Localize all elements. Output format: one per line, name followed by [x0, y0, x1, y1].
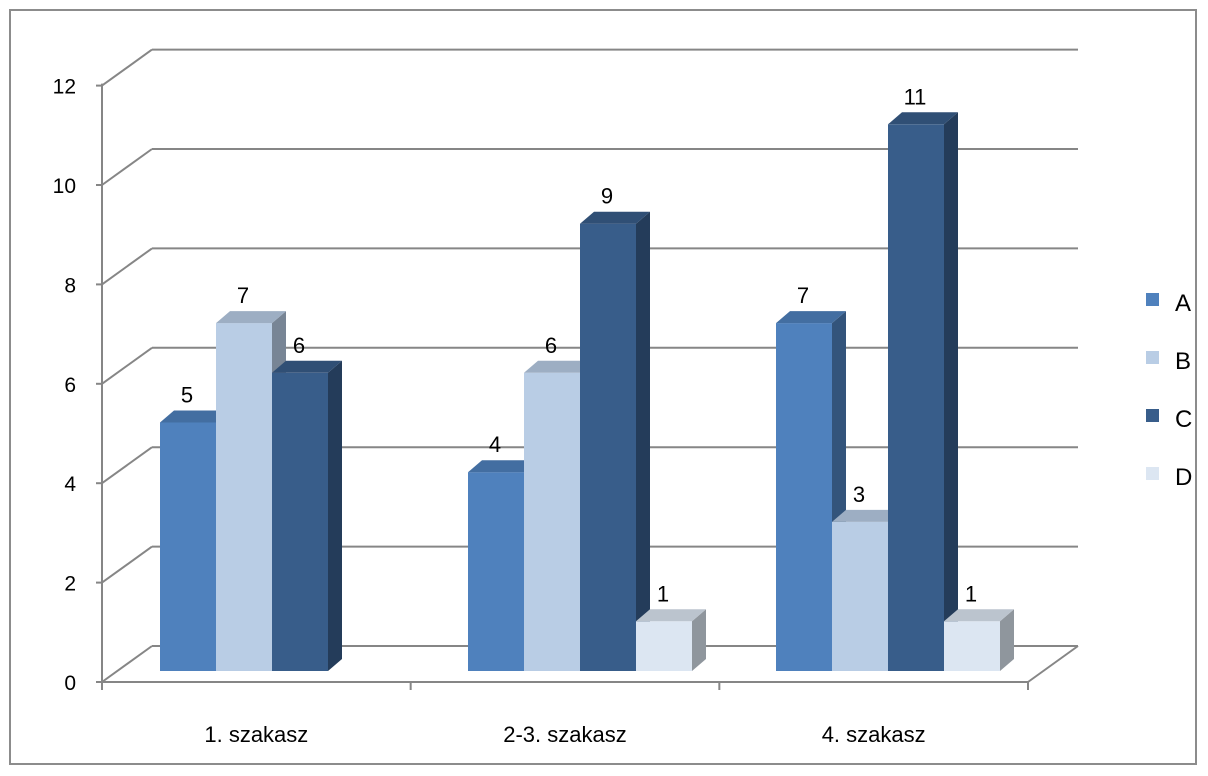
bar-front	[944, 621, 1000, 671]
legend-label: C	[1175, 406, 1192, 433]
data-label: 11	[904, 84, 927, 109]
data-label: 1	[657, 581, 669, 606]
bar-front	[832, 521, 888, 671]
x-tick-label: 4. szakasz	[822, 722, 926, 747]
bar-side	[328, 360, 342, 671]
legend-swatch	[1146, 351, 1159, 364]
bar-top	[636, 609, 706, 622]
bar	[888, 112, 958, 672]
y-tick-label: 8	[64, 274, 76, 297]
y-tick-label: 4	[64, 473, 76, 496]
grid-diagonal	[101, 247, 153, 286]
bar	[580, 211, 650, 671]
legend-swatch	[1146, 467, 1159, 480]
bar-front	[776, 323, 832, 671]
data-label: 9	[601, 184, 613, 209]
bar-top	[468, 460, 538, 473]
legend-swatch	[1146, 293, 1159, 306]
bar-front	[216, 323, 272, 671]
data-label: 6	[293, 333, 305, 358]
legend-label: A	[1175, 290, 1191, 317]
bar	[636, 609, 706, 671]
y-tick-label: 10	[53, 175, 76, 198]
y-tick-label: 2	[64, 573, 76, 596]
data-label: 7	[237, 283, 249, 308]
bar-side	[944, 112, 958, 672]
legend: A B C D	[1146, 290, 1192, 491]
bar-top	[832, 509, 902, 522]
x-tick-label: 2-3. szakasz	[503, 722, 627, 747]
grid-diagonal	[101, 148, 153, 186]
y-tick-label: 6	[64, 374, 76, 397]
floor-right-edge	[1027, 645, 1079, 683]
bar-side	[692, 609, 706, 671]
bar-front	[160, 422, 216, 671]
bars	[160, 112, 1014, 672]
grid-diagonal	[101, 446, 153, 485]
x-tick-label: 1. szakasz	[204, 722, 308, 747]
y-tick-label: 12	[53, 76, 76, 99]
bar-front	[468, 472, 524, 671]
bar	[944, 609, 1014, 671]
bar-top	[272, 360, 342, 373]
grid-diagonal	[101, 346, 153, 385]
legend-label: B	[1175, 348, 1191, 375]
bar-top	[944, 609, 1014, 622]
bar-front	[888, 124, 944, 672]
data-label: 5	[181, 383, 193, 408]
bar-side	[1000, 609, 1014, 671]
data-label: 6	[545, 333, 557, 358]
data-label: 1	[965, 581, 977, 606]
data-label: 3	[853, 482, 865, 507]
bar-front	[580, 223, 636, 671]
bar-side	[636, 211, 650, 671]
data-label: 4	[489, 432, 501, 457]
grid-diagonal	[101, 48, 153, 87]
data-label: 7	[797, 283, 809, 308]
axes: 0 2 4 6 8 10 12 1. szakasz 2-3. szakasz 4. szakas…	[53, 76, 1079, 747]
y-tick-label: 0	[64, 672, 76, 695]
bar-front	[524, 372, 580, 671]
bar-front	[272, 372, 328, 671]
bar-top	[160, 410, 230, 423]
legend-label: D	[1175, 464, 1192, 491]
bar-top	[524, 360, 594, 373]
bar-front	[636, 621, 692, 671]
bar-top	[776, 311, 846, 324]
grid-diagonal	[101, 645, 153, 683]
bar-top	[216, 311, 286, 324]
bar-top	[580, 211, 650, 224]
bar	[272, 360, 342, 671]
legend-swatch	[1146, 409, 1159, 422]
grid-diagonal	[101, 545, 153, 584]
bar-top	[888, 112, 958, 125]
